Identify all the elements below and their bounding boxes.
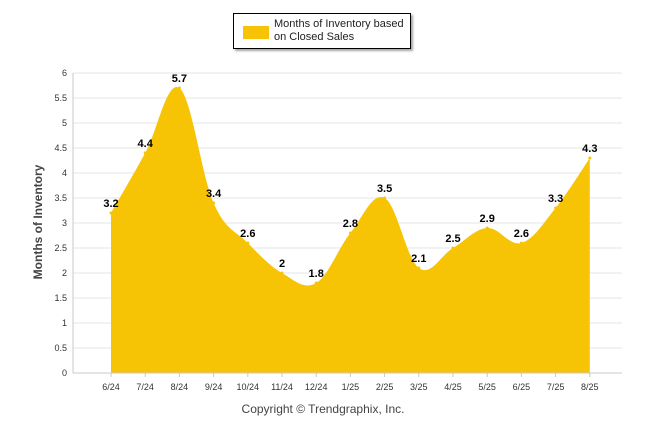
data-label: 2.6 [514, 228, 529, 240]
y-tick-label: 5.5 [54, 93, 67, 103]
legend-swatch [243, 26, 269, 39]
y-tick-label: 0 [62, 368, 67, 378]
data-point [280, 271, 284, 275]
x-tick-label: 7/24 [136, 382, 154, 392]
x-tick-label: 8/24 [171, 382, 189, 392]
x-tick-label: 3/25 [410, 382, 428, 392]
y-tick-label: 1.5 [54, 293, 67, 303]
y-tick-label: 5 [62, 118, 67, 128]
x-tick-label: 8/25 [581, 382, 599, 392]
y-tick-label: 2.5 [54, 243, 67, 253]
data-point [417, 266, 421, 270]
data-point [246, 241, 250, 245]
y-tick-label: 4.5 [54, 143, 67, 153]
data-point [143, 151, 147, 155]
data-label: 3.4 [206, 188, 222, 200]
data-point [554, 206, 558, 210]
legend: Months of Inventory based on Closed Sale… [233, 13, 411, 49]
data-label: 4.4 [138, 138, 154, 150]
data-label: 3.3 [548, 193, 563, 205]
x-tick-label: 5/25 [478, 382, 496, 392]
data-label: 2.1 [411, 253, 426, 265]
data-point [348, 231, 352, 235]
y-tick-label: 6 [62, 68, 67, 78]
data-point [519, 241, 523, 245]
data-labels: 3.2 4.4 5.7 3.4 2.6 2 1.8 2.8 3.5 2.1 2.5 2.9 2.6 3.3… [103, 73, 597, 280]
x-tick-label: 11/24 [271, 382, 293, 392]
data-point [212, 201, 216, 205]
data-label: 2.6 [240, 228, 255, 240]
legend-label: Months of Inventory based on Closed Sale… [274, 18, 404, 43]
x-tick-label: 4/25 [444, 382, 462, 392]
data-point [485, 226, 489, 230]
y-tick-label: 0.5 [54, 343, 67, 353]
y-tick-label: 4 [62, 168, 67, 178]
y-tick-label: 3.5 [54, 193, 67, 203]
y-axis-title: Months of Inventory [31, 164, 45, 279]
data-point [451, 246, 455, 250]
series-area-fill [111, 86, 590, 373]
data-label: 4.3 [582, 143, 597, 155]
x-tick-label: 10/24 [237, 382, 260, 392]
copyright-text: Copyright © Trendgraphix, Inc. [241, 402, 405, 416]
data-label: 5.7 [172, 73, 187, 85]
data-label: 3.2 [103, 198, 118, 210]
data-label: 1.8 [309, 268, 324, 280]
data-label: 2.9 [480, 213, 495, 225]
x-tick-label: 6/24 [102, 382, 120, 392]
data-label: 2.5 [445, 233, 460, 245]
data-point [588, 156, 592, 160]
data-point [314, 281, 318, 285]
axes: 0 0.5 1 1.5 2 2.5 3 3.5 4 4.5 5 5.5 6 6/24 7/24 8/24 9/2… [54, 68, 622, 392]
data-label: 2 [279, 258, 285, 270]
x-tick-label: 12/24 [305, 382, 328, 392]
data-label: 3.5 [377, 183, 392, 195]
x-tick-label: 9/24 [205, 382, 223, 392]
x-tick-label: 7/25 [547, 382, 565, 392]
data-point [383, 196, 387, 200]
y-tick-label: 2 [62, 268, 67, 278]
y-tick-label: 1 [62, 318, 67, 328]
x-tick-label: 6/25 [513, 382, 531, 392]
y-tick-label: 3 [62, 218, 67, 228]
data-label: 2.8 [343, 218, 358, 230]
x-tick-label: 2/25 [376, 382, 394, 392]
x-tick-label: 1/25 [342, 382, 360, 392]
series-area [109, 86, 592, 373]
data-point [109, 211, 113, 215]
data-point [177, 86, 181, 90]
